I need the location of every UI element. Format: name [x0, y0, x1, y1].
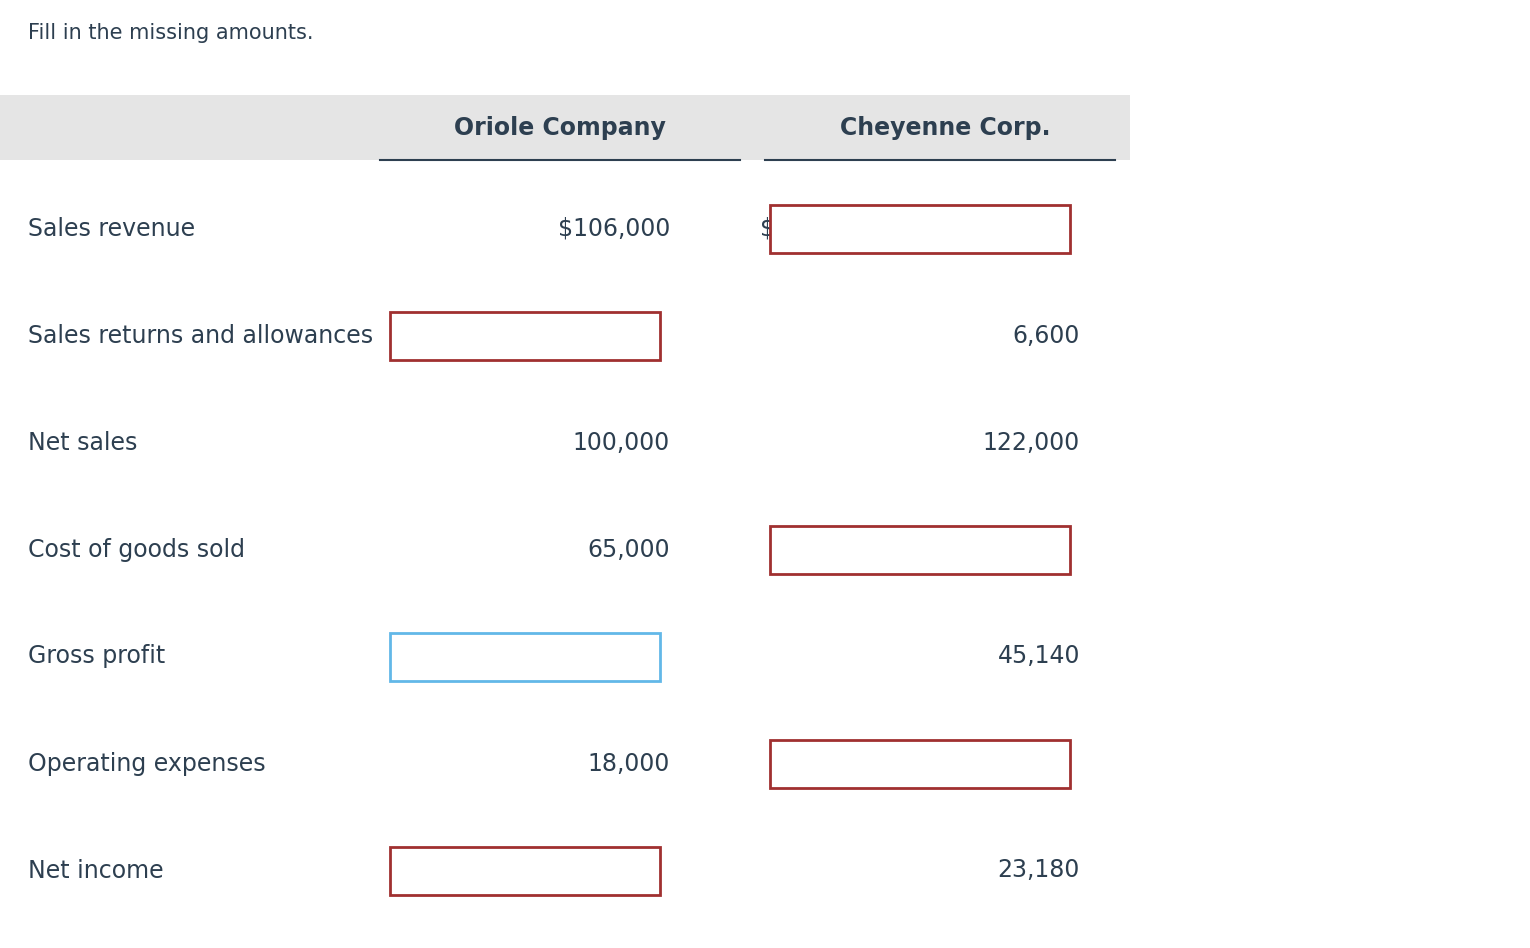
Text: 45,140: 45,140	[998, 645, 1080, 668]
Text: Cheyenne Corp.: Cheyenne Corp.	[840, 116, 1050, 139]
Text: 122,000: 122,000	[982, 430, 1080, 454]
Text: Net sales: Net sales	[28, 430, 138, 454]
Text: 100,000: 100,000	[572, 430, 670, 454]
Text: Operating expenses: Operating expenses	[28, 752, 266, 775]
Text: Sales returns and allowances: Sales returns and allowances	[28, 323, 373, 348]
Text: Cost of goods sold: Cost of goods sold	[28, 538, 245, 561]
Bar	[0, 95, 1131, 160]
Text: 6,600: 6,600	[1013, 323, 1080, 348]
Bar	[770, 739, 1069, 788]
Text: Net income: Net income	[28, 859, 164, 883]
Text: 18,000: 18,000	[588, 752, 670, 775]
Bar	[390, 847, 659, 895]
Text: $106,000: $106,000	[557, 216, 670, 241]
Text: Fill in the missing amounts.: Fill in the missing amounts.	[28, 23, 314, 43]
Text: Sales revenue: Sales revenue	[28, 216, 196, 241]
Bar	[390, 312, 659, 359]
Text: Oriole Company: Oriole Company	[454, 116, 666, 139]
Bar	[390, 632, 659, 681]
Bar	[770, 525, 1069, 574]
Text: 23,180: 23,180	[998, 859, 1080, 883]
Text: $: $	[760, 216, 776, 241]
Text: Gross profit: Gross profit	[28, 645, 165, 668]
Text: 65,000: 65,000	[588, 538, 670, 561]
Bar	[770, 205, 1069, 252]
